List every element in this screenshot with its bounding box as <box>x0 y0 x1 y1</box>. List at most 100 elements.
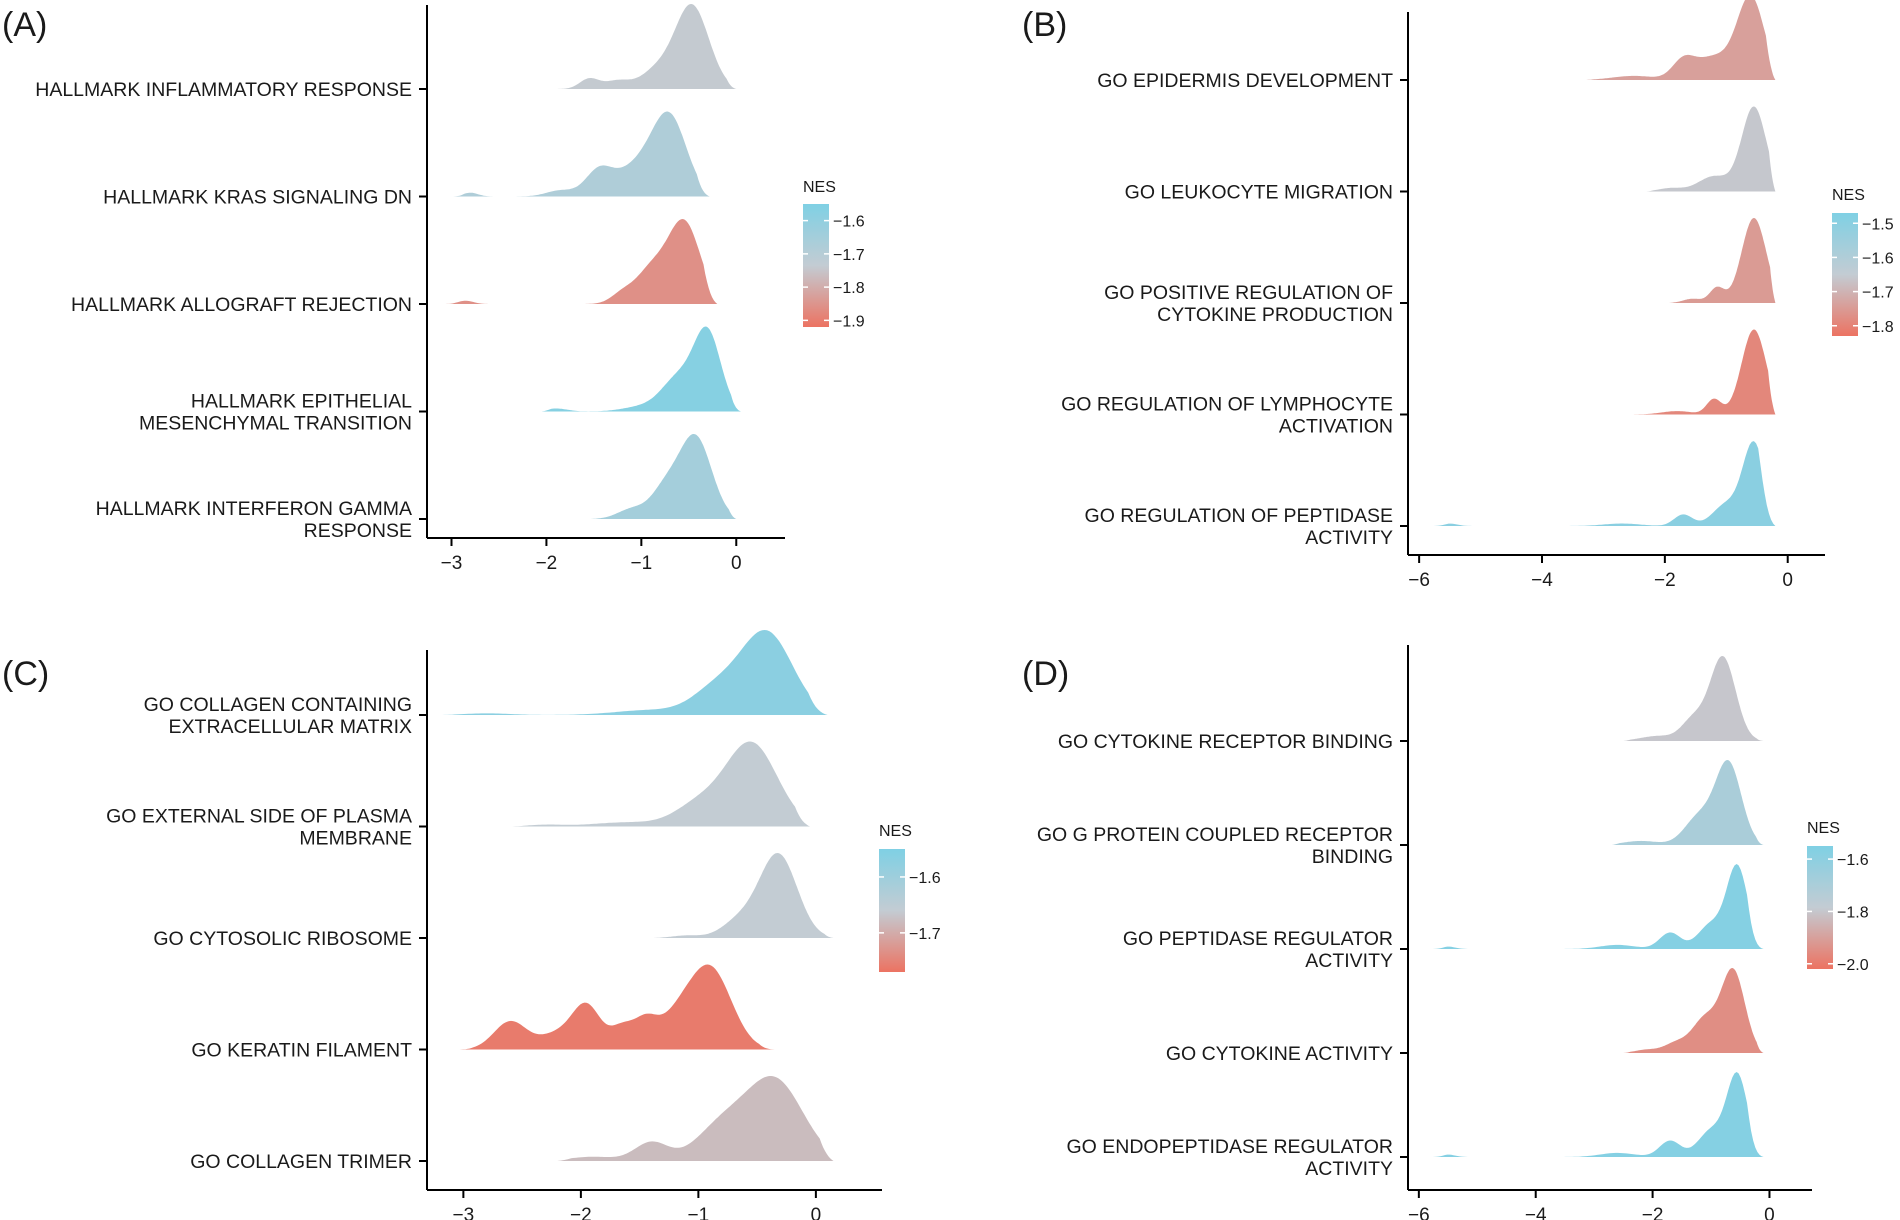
legend-tick-label-b-1: −1.5 <box>1862 216 1894 233</box>
ridge-b-2 <box>1646 106 1776 192</box>
xtick-label-b-4: 0 <box>1782 570 1793 591</box>
xtick-label-d-2: −4 <box>1525 1205 1547 1220</box>
ridge-d-3 <box>1430 864 1764 949</box>
legend-title-c: NES <box>879 823 912 840</box>
ridge-d-5 <box>1430 1072 1764 1157</box>
row-label-d-1: GO CYTOKINE RECEPTOR BINDING <box>1058 731 1393 753</box>
row-label-c-4: GO KERATIN FILAMENT <box>191 1040 412 1062</box>
ridge-a-1 <box>541 4 737 89</box>
legend-tick-label-b-4: −1.8 <box>1862 319 1894 336</box>
legend-colorbar-c <box>879 849 905 972</box>
row-label-a-2: HALLMARK KRAS SIGNALING DN <box>103 187 412 209</box>
legend-c: NES −1.6 −1.7 <box>879 823 941 972</box>
ridge-a-5 <box>589 434 737 519</box>
panel-b: (B) GO EPIDERMIS DEVELOPMENT GO LEUKOCYTE … <box>1022 0 1894 591</box>
row-label-b-4-line2: ACTIVATION <box>1279 416 1393 438</box>
legend-colorbar-a <box>803 204 829 327</box>
legend-tick-label-b-3: −1.7 <box>1862 285 1894 302</box>
row-label-c-1-line1: GO COLLAGEN CONTAINING <box>144 694 412 716</box>
row-label-c-2-line2: MEMBRANE <box>299 828 412 850</box>
ridge-c-3 <box>651 853 834 938</box>
legend-tick-label-d-1: −1.6 <box>1837 852 1869 869</box>
row-label-a-4-line2: MESENCHYMAL TRANSITION <box>139 413 412 435</box>
xtick-label-d-4: 0 <box>1764 1205 1775 1220</box>
legend-tick-label-a-4: −1.9 <box>833 313 865 330</box>
xtick-label-d-1: −6 <box>1408 1205 1430 1220</box>
panel-d: (D) GO CYTOKINE RECEPTOR BINDING GO G PROT… <box>1022 645 1869 1220</box>
ridge-b-3 <box>1667 218 1776 303</box>
row-label-b-1: GO EPIDERMIS DEVELOPMENT <box>1097 70 1393 92</box>
ridge-d-1 <box>1623 656 1764 741</box>
row-label-a-3: HALLMARK ALLOGRAFT REJECTION <box>71 294 412 316</box>
ridge-c-5 <box>557 1076 834 1161</box>
legend-colorbar-b <box>1832 213 1858 336</box>
legend-b: NES −1.5 −1.6 −1.7 −1.8 <box>1832 187 1894 336</box>
legend-title-b: NES <box>1832 187 1865 204</box>
row-label-c-5: GO COLLAGEN TRIMER <box>190 1151 412 1173</box>
xtick-label-a-1: −3 <box>441 553 463 574</box>
legend-tick-label-d-3: −2.0 <box>1837 957 1869 974</box>
ridge-c-4 <box>457 964 775 1050</box>
legend-tick-label-a-1: −1.6 <box>833 214 865 231</box>
ridge-c-2 <box>510 741 810 827</box>
row-label-d-4: GO CYTOKINE ACTIVITY <box>1166 1043 1393 1065</box>
panel-label-a: (A) <box>2 6 47 44</box>
row-label-b-5-line2: ACTIVITY <box>1305 527 1393 549</box>
legend-tick-label-a-2: −1.7 <box>833 247 865 264</box>
row-label-b-5-line1: GO REGULATION OF PEPTIDASE <box>1085 505 1393 527</box>
ridge-b-1 <box>1585 0 1776 80</box>
ridge-c-1 <box>439 630 828 715</box>
row-label-a-1: HALLMARK INFLAMMATORY RESPONSE <box>35 79 412 101</box>
legend-tick-label-c-2: −1.7 <box>909 926 941 943</box>
row-label-b-4-line1: GO REGULATION OF LYMPHOCYTE <box>1061 394 1393 416</box>
row-label-d-2-line1: GO G PROTEIN COUPLED RECEPTOR <box>1037 824 1393 846</box>
ridge-b-4 <box>1628 329 1776 415</box>
panel-label-d: (D) <box>1022 655 1069 693</box>
legend-tick-label-a-3: −1.8 <box>833 280 865 297</box>
legend-title-a: NES <box>803 179 836 196</box>
xtick-label-c-2: −2 <box>570 1205 592 1220</box>
ridge-a-4 <box>541 326 741 412</box>
xtick-label-c-1: −3 <box>453 1205 475 1220</box>
legend-colorbar-d <box>1807 846 1833 969</box>
xtick-label-a-3: −1 <box>631 553 653 574</box>
row-label-a-4-line1: HALLMARK EPITHELIAL <box>191 391 412 413</box>
legend-tick-label-c-1: −1.6 <box>909 870 941 887</box>
legend-tick-label-d-2: −1.8 <box>1837 904 1869 921</box>
xtick-label-a-4: 0 <box>731 553 742 574</box>
panel-label-b: (B) <box>1022 6 1067 44</box>
ridge-d-2 <box>1611 760 1764 845</box>
panel-label-c: (C) <box>2 655 49 693</box>
legend-tick-label-b-2: −1.6 <box>1862 250 1894 267</box>
xtick-label-b-1: −6 <box>1408 570 1430 591</box>
ridge-a-2 <box>451 111 710 197</box>
ridge-a-3 <box>442 219 718 304</box>
xtick-label-c-3: −1 <box>688 1205 710 1220</box>
ridge-d-4 <box>1623 968 1764 1053</box>
xtick-label-c-4: 0 <box>811 1205 822 1220</box>
row-label-c-2-line1: GO EXTERNAL SIDE OF PLASMA <box>106 806 412 828</box>
row-label-b-3-line1: GO POSITIVE REGULATION OF <box>1104 282 1393 304</box>
row-label-a-5-line1: HALLMARK INTERFERON GAMMA <box>96 498 412 520</box>
row-label-a-5-line2: RESPONSE <box>304 520 412 542</box>
panel-a: (A) HALLMARK INFLAMMATORY RESPONSE HALLMAR… <box>2 4 865 574</box>
legend-title-d: NES <box>1807 820 1840 837</box>
xtick-label-b-2: −4 <box>1531 570 1553 591</box>
xtick-label-b-3: −2 <box>1654 570 1676 591</box>
legend-d: NES −1.6 −1.8 −2.0 <box>1807 820 1869 974</box>
row-label-b-2: GO LEUKOCYTE MIGRATION <box>1125 182 1393 204</box>
ridge-b-5 <box>1431 441 1776 526</box>
row-label-d-3-line1: GO PEPTIDASE REGULATOR <box>1123 928 1393 950</box>
xtick-label-d-3: −2 <box>1642 1205 1664 1220</box>
row-label-c-1-line2: EXTRACELLULAR MATRIX <box>169 716 412 738</box>
row-label-d-5-line1: GO ENDOPEPTIDASE REGULATOR <box>1066 1136 1393 1158</box>
row-label-d-2-line2: BINDING <box>1312 846 1393 868</box>
row-label-d-5-line2: ACTIVITY <box>1305 1158 1393 1180</box>
row-label-d-3-line2: ACTIVITY <box>1305 950 1393 972</box>
row-label-c-3: GO CYTOSOLIC RIBOSOME <box>153 928 412 950</box>
row-label-b-3-line2: CYTOKINE PRODUCTION <box>1157 304 1393 326</box>
xtick-label-a-2: −2 <box>536 553 558 574</box>
legend-a: NES −1.6 −1.7 −1.8 −1.9 <box>803 179 865 330</box>
